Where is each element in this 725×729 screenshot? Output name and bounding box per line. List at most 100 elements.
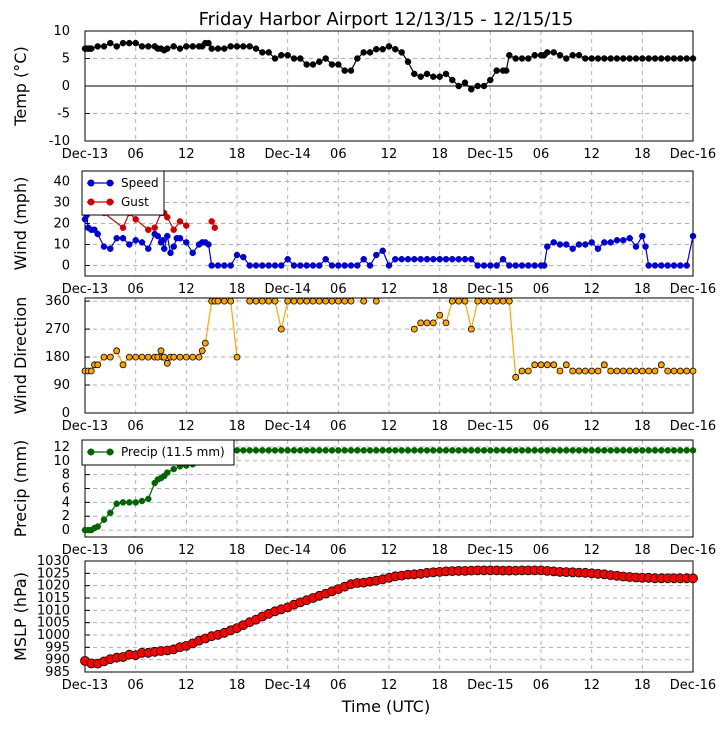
data-point bbox=[290, 447, 298, 454]
data-point bbox=[525, 447, 532, 454]
x-tick-label: Dec-13 bbox=[62, 282, 108, 297]
data-point bbox=[689, 447, 697, 454]
data-point bbox=[512, 373, 520, 381]
data-point bbox=[550, 361, 558, 369]
x-tick-label: 12 bbox=[583, 282, 600, 297]
data-point bbox=[379, 447, 386, 454]
legend-marker bbox=[87, 179, 95, 187]
y-tick-label: 1015 bbox=[37, 591, 70, 606]
data-point bbox=[170, 226, 177, 234]
data-point bbox=[392, 255, 399, 263]
data-point bbox=[189, 249, 196, 257]
legend-label: Gust bbox=[121, 195, 149, 209]
data-point bbox=[480, 82, 488, 90]
data-point bbox=[265, 49, 272, 56]
data-point bbox=[107, 245, 114, 252]
data-point bbox=[252, 262, 260, 269]
data-point bbox=[201, 339, 209, 347]
data-point bbox=[138, 43, 146, 50]
data-point bbox=[480, 297, 488, 305]
y-tick-label: 6 bbox=[62, 482, 70, 497]
x-tick-label: 18 bbox=[229, 543, 246, 558]
data-point bbox=[214, 45, 222, 52]
data-point bbox=[486, 297, 494, 305]
data-point bbox=[582, 241, 589, 248]
data-point bbox=[322, 447, 329, 454]
data-point bbox=[100, 516, 108, 523]
data-point bbox=[518, 367, 526, 375]
data-point bbox=[183, 239, 190, 246]
x-tick-label: 12 bbox=[381, 282, 398, 297]
data-point bbox=[163, 359, 171, 367]
series-speed bbox=[81, 211, 697, 269]
x-tick-label: Dec-13 bbox=[62, 543, 108, 558]
data-point bbox=[594, 447, 602, 454]
data-point bbox=[373, 251, 380, 259]
data-point bbox=[360, 255, 367, 263]
y-tick-label: 0 bbox=[62, 259, 70, 274]
data-point bbox=[601, 55, 608, 62]
data-point bbox=[575, 447, 583, 454]
data-point bbox=[159, 237, 166, 244]
data-point bbox=[176, 353, 184, 361]
y-tick-label: 5 bbox=[62, 52, 70, 67]
data-point bbox=[290, 297, 298, 305]
x-tick-label: 18 bbox=[431, 678, 448, 693]
data-point bbox=[613, 447, 621, 454]
y-tick-label: 1010 bbox=[37, 603, 70, 618]
y-tick-label: 990 bbox=[45, 653, 70, 668]
data-point bbox=[417, 447, 424, 454]
data-point bbox=[106, 353, 114, 361]
legend-marker bbox=[87, 198, 95, 206]
data-point bbox=[607, 367, 615, 375]
data-point bbox=[227, 43, 234, 50]
data-point bbox=[632, 447, 640, 454]
data-point bbox=[632, 55, 640, 62]
data-point bbox=[227, 262, 234, 269]
data-point bbox=[645, 367, 653, 375]
legend-marker bbox=[106, 198, 114, 206]
data-point bbox=[683, 55, 690, 62]
data-point bbox=[100, 353, 108, 361]
data-point bbox=[449, 255, 456, 263]
x-tick-label: 12 bbox=[583, 419, 600, 434]
data-point bbox=[607, 55, 614, 62]
data-point bbox=[316, 262, 323, 269]
data-point bbox=[240, 253, 247, 261]
data-point bbox=[132, 39, 139, 47]
data-point bbox=[334, 297, 342, 305]
data-point bbox=[550, 447, 557, 454]
data-point bbox=[94, 523, 101, 530]
data-point bbox=[385, 262, 393, 269]
data-point bbox=[208, 45, 215, 52]
data-point bbox=[474, 262, 481, 269]
data-point bbox=[164, 469, 171, 476]
data-point bbox=[544, 243, 551, 250]
data-point bbox=[588, 239, 595, 246]
x-tick-label: 18 bbox=[634, 282, 651, 297]
data-point bbox=[208, 262, 215, 269]
data-point bbox=[182, 353, 190, 361]
data-point bbox=[113, 234, 120, 242]
data-point bbox=[335, 61, 342, 68]
data-point bbox=[651, 262, 659, 269]
data-point bbox=[328, 297, 336, 305]
data-point bbox=[303, 447, 310, 454]
data-point bbox=[569, 367, 577, 375]
x-tick-label: 12 bbox=[583, 543, 600, 558]
data-point bbox=[214, 297, 222, 305]
data-point bbox=[145, 495, 152, 503]
data-point bbox=[138, 497, 146, 505]
data-point bbox=[214, 262, 222, 269]
x-tick-label: 12 bbox=[178, 543, 195, 558]
y-tick-label: 0 bbox=[62, 523, 70, 538]
data-point bbox=[87, 367, 95, 375]
data-point bbox=[265, 447, 272, 454]
x-axis-label: Time (UTC) bbox=[341, 697, 430, 716]
data-point bbox=[468, 255, 475, 263]
x-tick-label: 06 bbox=[533, 147, 550, 162]
y-tick-label: 30 bbox=[53, 196, 70, 211]
data-point bbox=[94, 230, 101, 238]
data-point bbox=[160, 245, 168, 252]
